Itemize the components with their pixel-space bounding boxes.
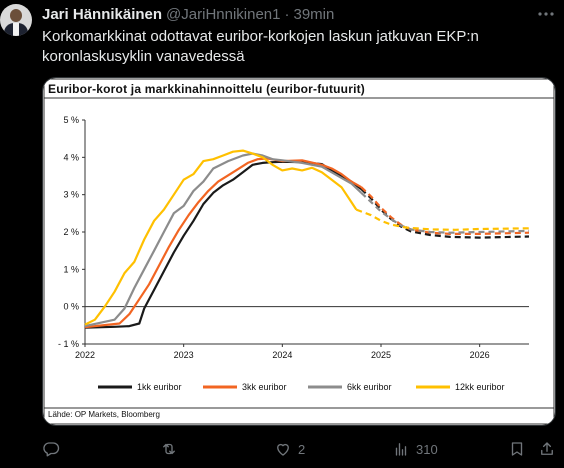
separator-dot: · xyxy=(284,5,290,23)
tweet-media[interactable]: Euribor-korot ja markkinahinnoittelu (eu… xyxy=(42,77,556,426)
more-dots-icon[interactable] xyxy=(536,6,556,22)
action-bar: 2 310 xyxy=(42,436,556,462)
legend-label: 3kk euribor xyxy=(242,382,287,392)
reply-icon xyxy=(43,442,60,457)
y-tick-label: 2 % xyxy=(63,227,79,237)
series-forecast-3kk-euribor xyxy=(360,186,530,235)
y-tick-label: 1 % xyxy=(63,264,79,274)
views-button[interactable]: 310 xyxy=(392,436,438,462)
share-button[interactable] xyxy=(538,436,556,462)
retweet-icon xyxy=(163,443,175,455)
series-line-12kk-euribor xyxy=(84,149,358,326)
chart-frame xyxy=(43,78,555,425)
timestamp[interactable]: 39min xyxy=(293,5,335,23)
chart-source: Lähde: OP Markets, Bloomberg xyxy=(48,410,160,419)
x-tick-label: 2023 xyxy=(174,350,194,360)
y-tick-label: 4 % xyxy=(63,152,79,162)
x-tick-label: 2025 xyxy=(371,350,391,360)
series-line-3kk-euribor xyxy=(84,157,362,329)
chart-card: Euribor-korot ja markkinahinnoittelu (eu… xyxy=(43,78,555,425)
x-tick-label: 2022 xyxy=(75,350,95,360)
x-tick-label: 2024 xyxy=(272,350,292,360)
tweet-text: Korkomarkkinat odottavat euribor-korkoje… xyxy=(42,28,479,65)
heart-icon xyxy=(277,443,289,456)
bookmark-icon xyxy=(511,442,523,456)
euribor-chart: - 1 % 0 % 1 % 2 % 3 % 4 % 5 % 2022 2023 2024 2025 2… xyxy=(58,115,530,392)
y-tick-label: - 1 % xyxy=(58,339,79,349)
author-name[interactable]: Jari Hännikäinen xyxy=(42,5,163,23)
y-tick-label: 5 % xyxy=(63,115,79,125)
x-tick-label: 2026 xyxy=(470,350,490,360)
like-button[interactable]: 2 xyxy=(274,436,305,462)
avatar-shirt xyxy=(13,23,19,36)
author-handle[interactable]: @JariHnnikinen1 xyxy=(166,5,281,23)
series-forecast-1kk-euribor xyxy=(360,188,530,239)
views-count: 310 xyxy=(416,441,438,457)
reply-button[interactable] xyxy=(42,436,66,462)
share-icon xyxy=(541,442,553,455)
avatar-head xyxy=(10,9,22,22)
y-tick-label: 0 % xyxy=(63,302,79,312)
bookmark-button[interactable] xyxy=(508,436,526,462)
legend-label: 12kk euribor xyxy=(455,382,505,392)
views-icon xyxy=(395,443,407,456)
retweet-button[interactable] xyxy=(160,436,184,462)
like-count: 2 xyxy=(298,441,306,457)
y-tick-label: 3 % xyxy=(63,190,79,200)
chart-title: Euribor-korot ja markkinahinnoittelu (eu… xyxy=(48,82,365,96)
tweet-header: Jari Hännikäinen @JariHnnikinen1 · 39min xyxy=(42,4,334,24)
series-forecast-6kk-euribor xyxy=(360,192,530,234)
avatar[interactable] xyxy=(0,4,32,36)
legend-label: 6kk euribor xyxy=(347,382,392,392)
series-forecast-12kk-euribor xyxy=(355,208,530,231)
series-line-6kk-euribor xyxy=(84,152,363,328)
legend-label: 1kk euribor xyxy=(137,382,182,392)
